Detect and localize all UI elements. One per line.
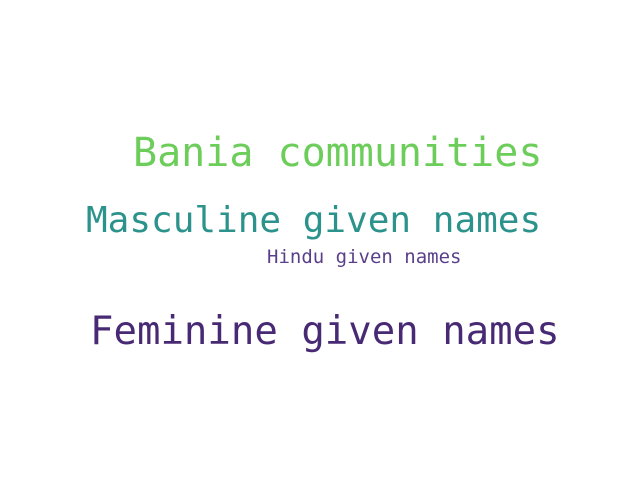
word-feminine-given-names: Feminine given names	[90, 309, 560, 354]
word-bania-communities: Bania communities	[133, 130, 543, 176]
word-masculine-given-names: Masculine given names	[86, 200, 542, 241]
word-hindu-given-names: Hindu given names	[267, 246, 462, 268]
